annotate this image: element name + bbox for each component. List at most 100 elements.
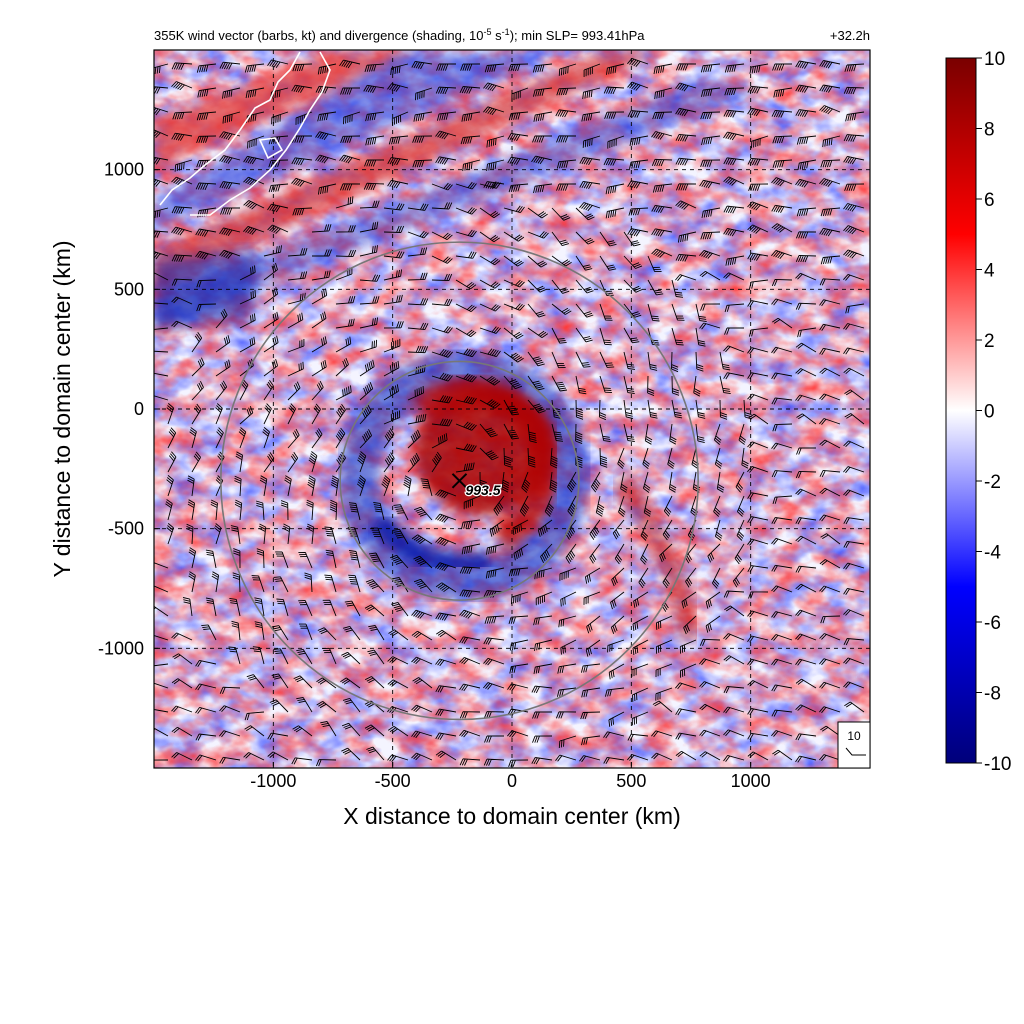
wind-barb-218	[359, 221, 379, 233]
wind-barb-13	[460, 63, 481, 71]
wind-barb-829	[608, 711, 625, 727]
wind-barb-40	[387, 83, 409, 92]
wind-barb-819	[364, 700, 385, 713]
wind-barb-781	[171, 678, 193, 689]
wind-barb-315	[527, 303, 546, 318]
wind-barb-679	[610, 591, 625, 610]
wind-barb-622	[684, 543, 697, 564]
wind-barb-663	[232, 572, 241, 593]
wind-barb-611	[411, 534, 433, 545]
wind-barb-118	[822, 135, 841, 148]
wind-barb-9	[364, 63, 385, 73]
wind-barb-522	[455, 462, 475, 473]
wind-barb-142	[675, 157, 697, 166]
wind-barb-1	[171, 62, 193, 70]
wind-barb-669	[365, 579, 385, 593]
wind-barb-16	[532, 63, 553, 73]
wind-barb-770	[631, 663, 649, 677]
wind-barb-67	[317, 111, 337, 122]
wind-barb-275	[287, 271, 308, 281]
wind-barb-684	[723, 590, 745, 598]
wind-barb-52	[675, 82, 697, 92]
wind-barb-525	[521, 471, 531, 493]
wind-barb-289	[623, 279, 643, 293]
wind-barb-26	[772, 63, 793, 71]
wind-barb-828	[580, 711, 601, 720]
wind-barb-675	[510, 591, 529, 605]
wind-barb-628	[820, 533, 841, 545]
wind-barb-366	[311, 336, 327, 353]
wind-barb-729	[368, 625, 385, 641]
wind-barb-808	[819, 681, 841, 689]
wind-barb-220	[407, 230, 429, 239]
wind-barb-755	[273, 648, 289, 665]
wind-barb-766	[533, 663, 553, 674]
range-rings	[220, 241, 699, 721]
wind-barb-596	[771, 517, 793, 525]
wind-barb-538	[819, 469, 841, 478]
wind-barb-62	[196, 111, 217, 121]
wind-barb-657	[795, 565, 817, 573]
wind-barb-577	[329, 499, 338, 521]
wind-barb-450	[166, 403, 175, 425]
wind-barb-456	[311, 403, 321, 425]
wind-barb-634	[256, 548, 265, 569]
wind-barb-249	[383, 251, 405, 259]
wind-barb-589	[612, 519, 625, 540]
wind-barb-239	[843, 225, 865, 235]
wind-barb-574	[255, 500, 265, 521]
wind-barb-871	[171, 752, 193, 761]
wind-barb-890	[627, 754, 649, 761]
wind-barb-790	[387, 679, 409, 689]
wind-barb-778	[819, 658, 841, 666]
wind-barb-485	[287, 428, 300, 449]
wind-barb-702	[435, 612, 457, 621]
wind-barb-670	[392, 577, 409, 593]
wind-barb-53	[700, 87, 721, 97]
wind-barb-80	[627, 110, 649, 118]
wind-barb-644	[485, 567, 505, 579]
wind-barb-650	[638, 567, 649, 589]
wind-barb-434	[503, 399, 520, 416]
wind-barb-523	[479, 471, 487, 492]
wind-barb-314	[503, 303, 525, 311]
y-tick-label-0: -1000	[98, 638, 144, 658]
wind-barb-178	[819, 178, 841, 187]
wind-barb-110	[629, 135, 649, 146]
wind-barb-891	[651, 752, 673, 761]
wind-barb-133	[462, 159, 481, 172]
wind-barb-416	[771, 372, 793, 380]
wind-barb-629	[843, 540, 865, 549]
wind-barb-143	[700, 159, 721, 167]
wind-barb-560	[643, 495, 652, 517]
wind-barb-743	[699, 638, 721, 646]
wind-barb-206	[771, 204, 793, 214]
wind-barb-442	[695, 399, 706, 419]
wind-barb-22	[675, 63, 697, 71]
wind-barb-793	[459, 683, 481, 692]
wind-barb-116	[772, 135, 793, 144]
wind-barb-163	[479, 181, 501, 189]
wind-barb-337	[335, 318, 355, 329]
wind-barb-570	[165, 499, 173, 521]
time-label: +32.2h	[830, 28, 870, 43]
wind-barb-811	[171, 705, 193, 713]
wind-barb-701	[411, 609, 433, 619]
wind-barb-138	[579, 156, 601, 166]
wind-barb-482	[215, 427, 224, 449]
wind-barb-551	[420, 478, 433, 497]
wind-barb-30	[154, 86, 169, 94]
wind-barb-484	[262, 427, 270, 449]
wind-barb-235	[747, 224, 769, 234]
wind-barb-119	[843, 134, 865, 142]
wind-barb-668	[348, 574, 361, 593]
wind-barb-447	[795, 394, 817, 402]
wind-barb-95	[268, 135, 289, 145]
wind-barb-23	[700, 63, 721, 73]
y-axis: -1000 -500 0 500 1000	[98, 160, 160, 658]
wind-barb-809	[843, 681, 865, 689]
wind-barb-55	[747, 85, 769, 94]
wind-barb-831	[652, 700, 673, 713]
wind-barb-502	[691, 447, 699, 469]
wind-barb-200	[628, 207, 649, 216]
